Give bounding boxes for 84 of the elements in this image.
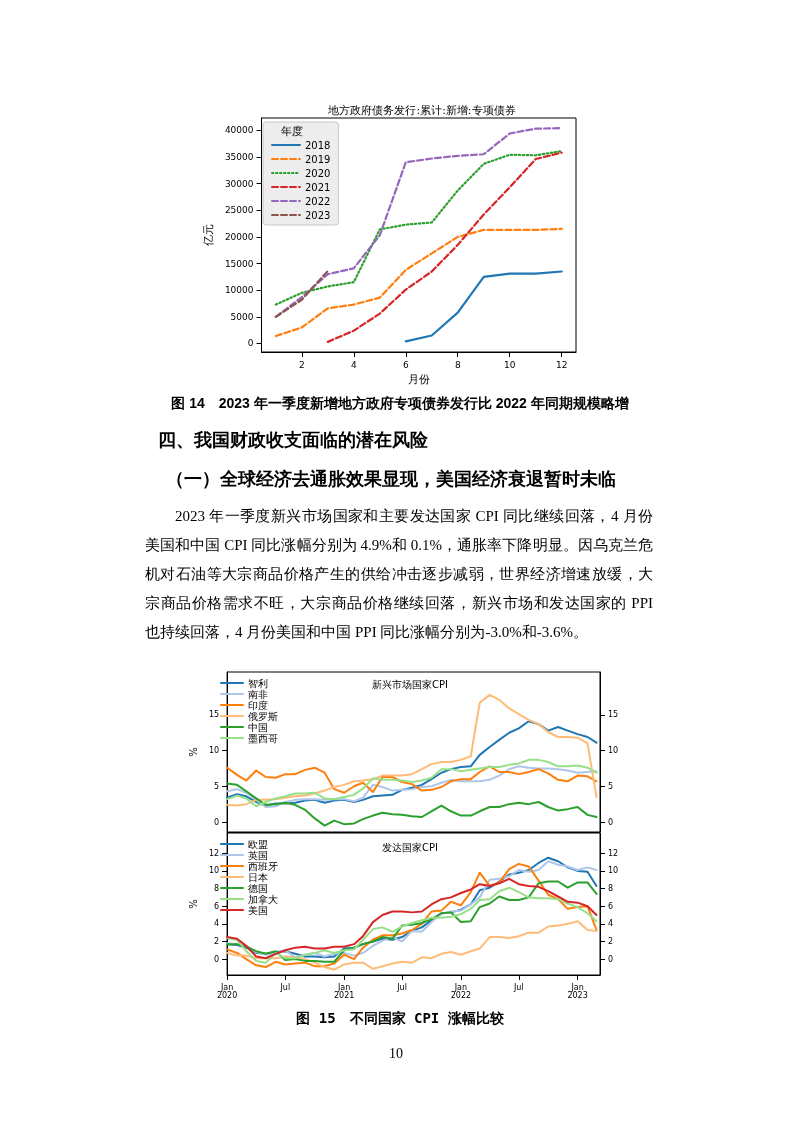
text: 发达国家CPI — [382, 841, 438, 853]
x-tick-label: Jan 2022 — [450, 982, 472, 1000]
y-tick-label: 10 — [208, 746, 220, 756]
y-tick-label: 0 — [247, 338, 254, 349]
y2-tick-label: 0 — [608, 817, 614, 827]
legend-label: 中国 — [248, 721, 268, 733]
y-tick-label: 15 — [208, 710, 220, 720]
y2-tick-label: 12 — [608, 848, 619, 858]
line-series — [226, 765, 598, 794]
y-tick-label: 4 — [213, 919, 220, 929]
x-tick-label: 12 — [555, 359, 568, 370]
legend-label: 俄罗斯 — [248, 710, 278, 722]
x-tick-label: 6 — [402, 359, 409, 370]
line-series — [274, 227, 563, 338]
x-tick-label: Jul — [279, 982, 291, 992]
y-tick-label: 10000 — [224, 285, 254, 296]
y2-tick-label: 4 — [608, 919, 614, 929]
legend-label: 智利 — [248, 677, 268, 689]
y2-tick-label: 2 — [608, 936, 614, 946]
legend-label: 2020 — [305, 167, 331, 179]
y-tick-label: 5000 — [230, 311, 254, 322]
legend-label: 2019 — [305, 153, 331, 165]
y2-tick-label: 15 — [608, 710, 619, 720]
x-axis-title: 月份 — [407, 373, 430, 386]
y-tick-label: 0 — [213, 954, 220, 964]
y-tick-label: 5 — [213, 781, 220, 791]
line-series — [226, 720, 598, 807]
caption: 图 14 2023 年一季度新增地方政府专项债券发行比 2022 年同期规模略增 — [170, 395, 630, 413]
line-series — [226, 920, 598, 971]
text: 四、我国财政收支面临的潜在风险 — [158, 428, 429, 452]
x-tick-label: Jul — [396, 982, 407, 992]
x-tick-label: Jul — [512, 982, 524, 992]
text: 新兴市场国家CPI — [372, 678, 448, 690]
y2-tick-label: 10 — [608, 866, 619, 876]
y-axis-title: 亿元 — [202, 224, 215, 247]
legend-label: 2023 — [305, 209, 331, 221]
legend-title: 年度 — [281, 125, 303, 138]
caption: 图 15 不同国家 CPI 涨幅比较 — [295, 1010, 505, 1028]
y-tick-label: 0 — [213, 817, 220, 827]
legend-label: 日本 — [248, 871, 268, 883]
y2-tick-label: 6 — [608, 901, 614, 911]
legend-label: 德国 — [248, 882, 268, 894]
y-tick-label: 6 — [213, 901, 220, 911]
legend-label: 墨西哥 — [248, 732, 278, 744]
y-tick-label: 8 — [213, 884, 220, 894]
text: 2023 年一季度新兴市场国家和主要发达国家 CPI 同比继续回落，4 月份美国和中国 CPI 同比涨幅分别为 4.9%和 0.1%，通胀率下降明显。因乌克兰危机对石油等大宗商品价格产生的供给冲击逐步减弱，世界经济增速放缓，大宗商品价格需求不旺，大宗商品价格继续回落，新兴市场和发达国家的 PPI 也持续回落，4 月份美国和中国 PPI 同比涨幅分别为-3.0%和-3.6%。 — [145, 507, 653, 642]
y2-tick-label: 0 — [608, 954, 614, 964]
y-tick-label: 2 — [213, 936, 220, 946]
x-tick-label: 2 — [298, 359, 305, 370]
legend-label: 2018 — [305, 139, 331, 151]
y-tick-label: 10 — [208, 866, 220, 876]
line-series — [274, 149, 563, 306]
line-series — [404, 270, 563, 343]
chart-title: 地方政府债务发行:累计:新增:专项债券 — [327, 104, 516, 117]
legend-label: 加拿大 — [248, 893, 278, 905]
legend-label: 英国 — [248, 849, 268, 861]
legend-label: 南非 — [248, 688, 268, 700]
legend-label: 美国 — [248, 904, 268, 916]
legend-label: 欧盟 — [248, 838, 268, 850]
y-tick-label: 35000 — [224, 151, 254, 162]
legend-label: 印度 — [248, 699, 268, 711]
y-tick-label: 15000 — [224, 258, 254, 269]
y-axis-title: % — [187, 747, 199, 757]
x-tick-label: Jan 2020 — [216, 982, 238, 1000]
y-tick-label: 40000 — [224, 125, 254, 136]
legend-label: 2022 — [305, 195, 331, 207]
y2-tick-label: 8 — [608, 884, 614, 894]
x-tick-label: 10 — [504, 359, 516, 370]
legend-label: 2021 — [305, 181, 331, 193]
x-tick-label: Jan 2023 — [567, 982, 588, 1000]
y2-tick-label: 5 — [608, 781, 614, 791]
legend-label: 西班牙 — [248, 860, 278, 872]
y-tick-label: 30000 — [224, 178, 254, 189]
y-tick-label: 20000 — [224, 231, 254, 242]
line-series — [226, 782, 598, 827]
x-tick-label: Jan 2021 — [333, 982, 355, 1000]
y-tick-label: 25000 — [224, 205, 254, 216]
y2-tick-label: 10 — [608, 746, 619, 756]
x-tick-label: 4 — [350, 359, 357, 370]
text: 10 — [388, 1046, 404, 1062]
y-axis-title: % — [187, 899, 199, 909]
y-tick-label: 12 — [208, 848, 220, 858]
x-tick-label: 8 — [454, 359, 461, 370]
text: （一）全球经济去通胀效果显现，美国经济衰退暂时未临 — [166, 467, 617, 491]
